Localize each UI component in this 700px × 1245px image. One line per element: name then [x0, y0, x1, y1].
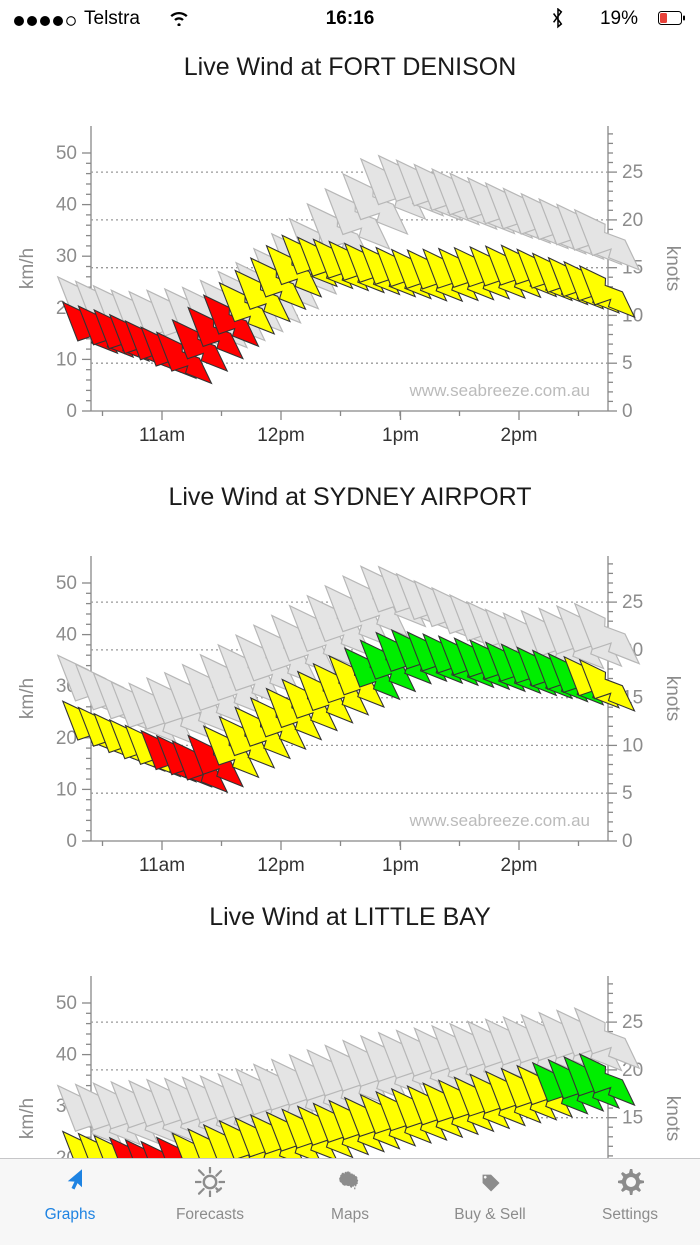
svg-text:10: 10 [56, 349, 77, 370]
svg-text:www.seabreeze.com.au: www.seabreeze.com.au [409, 381, 590, 400]
svg-text:2pm: 2pm [501, 425, 538, 446]
svg-text:15: 15 [622, 1108, 643, 1129]
svg-text:30: 30 [56, 246, 77, 267]
svg-text:1pm: 1pm [382, 855, 419, 876]
svg-text:knots: knots [662, 676, 683, 721]
svg-text:50: 50 [56, 993, 77, 1014]
svg-text:km/h: km/h [17, 1098, 38, 1139]
svg-text:knots: knots [662, 1096, 683, 1141]
svg-text:11am: 11am [139, 855, 185, 876]
svg-text:25: 25 [622, 1012, 643, 1033]
svg-text:12pm: 12pm [257, 855, 305, 876]
svg-text:11am: 11am [139, 425, 185, 446]
svg-text:50: 50 [56, 143, 77, 164]
svg-text:km/h: km/h [17, 248, 38, 289]
svg-text:5: 5 [622, 783, 633, 804]
svg-text:5: 5 [622, 353, 633, 374]
svg-text:2pm: 2pm [501, 855, 538, 876]
svg-text:40: 40 [56, 195, 77, 216]
svg-text:0: 0 [66, 831, 77, 852]
svg-text:50: 50 [56, 573, 77, 594]
svg-text:1pm: 1pm [382, 425, 419, 446]
svg-text:Live Wind at SYDNEY AIRPORT: Live Wind at SYDNEY AIRPORT [168, 483, 531, 511]
svg-text:12pm: 12pm [257, 425, 305, 446]
svg-text:0: 0 [66, 401, 77, 422]
svg-text:km/h: km/h [17, 678, 38, 719]
svg-text:40: 40 [56, 1045, 77, 1066]
svg-text:Live Wind at LITTLE BAY: Live Wind at LITTLE BAY [209, 903, 491, 931]
svg-text:25: 25 [622, 162, 643, 183]
svg-text:10: 10 [622, 735, 643, 756]
svg-text:10: 10 [56, 779, 77, 800]
svg-text:knots: knots [662, 246, 683, 291]
svg-text:25: 25 [622, 592, 643, 613]
svg-text:www.seabreeze.com.au: www.seabreeze.com.au [409, 811, 590, 830]
svg-text:0: 0 [622, 831, 633, 852]
svg-text:40: 40 [56, 625, 77, 646]
svg-text:Live Wind at FORT DENISON: Live Wind at FORT DENISON [184, 53, 517, 81]
svg-text:20: 20 [622, 210, 643, 231]
svg-text:0: 0 [622, 401, 633, 422]
